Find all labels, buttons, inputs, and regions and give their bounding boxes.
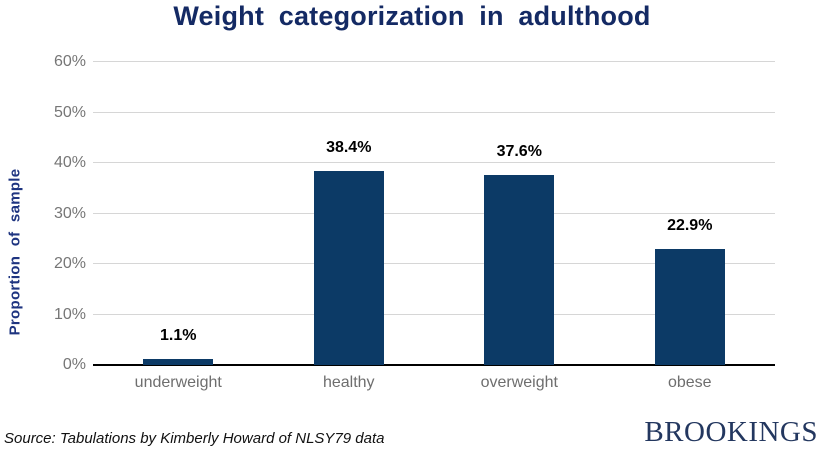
x-category-label: obese bbox=[667, 374, 712, 391]
bar-overweight bbox=[484, 175, 555, 365]
bar-healthy bbox=[313, 171, 384, 365]
bar-value-label: 37.6% bbox=[496, 143, 542, 161]
bar-value-label: 22.9% bbox=[667, 217, 713, 235]
bar-obese bbox=[654, 249, 725, 365]
gridline bbox=[93, 61, 775, 62]
y-tick-label: 50% bbox=[53, 103, 86, 121]
gridline bbox=[93, 212, 775, 214]
y-axis-label: Proportion of sample bbox=[6, 168, 24, 336]
gridline bbox=[93, 111, 775, 113]
x-category-label: underweight bbox=[134, 374, 222, 391]
y-tick-label: 40% bbox=[53, 154, 86, 171]
x-axis-line bbox=[93, 364, 775, 366]
y-tick-label: 30% bbox=[53, 204, 86, 222]
gridline bbox=[93, 313, 775, 315]
chart-title: Weight categorization in adulthood bbox=[173, 1, 651, 31]
y-axis-ticks: 0% 10% 20% 30% 40% 50% 60% bbox=[36, 54, 86, 373]
gridline bbox=[93, 263, 775, 264]
plot-area: 1.1% 38.4% 37.6% 22.9% bbox=[93, 61, 775, 366]
brookings-logo: BROOKINGS bbox=[644, 416, 818, 448]
bar-value-label: 1.1% bbox=[160, 327, 197, 345]
bar-underweight bbox=[143, 359, 214, 365]
x-axis-category-labels: underweight healthy overweight obese bbox=[93, 374, 775, 394]
gridline bbox=[93, 162, 775, 163]
y-tick-label: 0% bbox=[62, 356, 86, 373]
source-note: Source: Tabulations by Kimberly Howard o… bbox=[4, 430, 385, 447]
bar-value-label: 38.4% bbox=[326, 139, 372, 157]
y-tick-label: 10% bbox=[53, 305, 86, 323]
x-category-label: healthy bbox=[322, 374, 375, 391]
x-category-label: overweight bbox=[480, 374, 558, 391]
y-tick-label: 20% bbox=[53, 255, 86, 272]
y-tick-label: 60% bbox=[53, 53, 86, 70]
